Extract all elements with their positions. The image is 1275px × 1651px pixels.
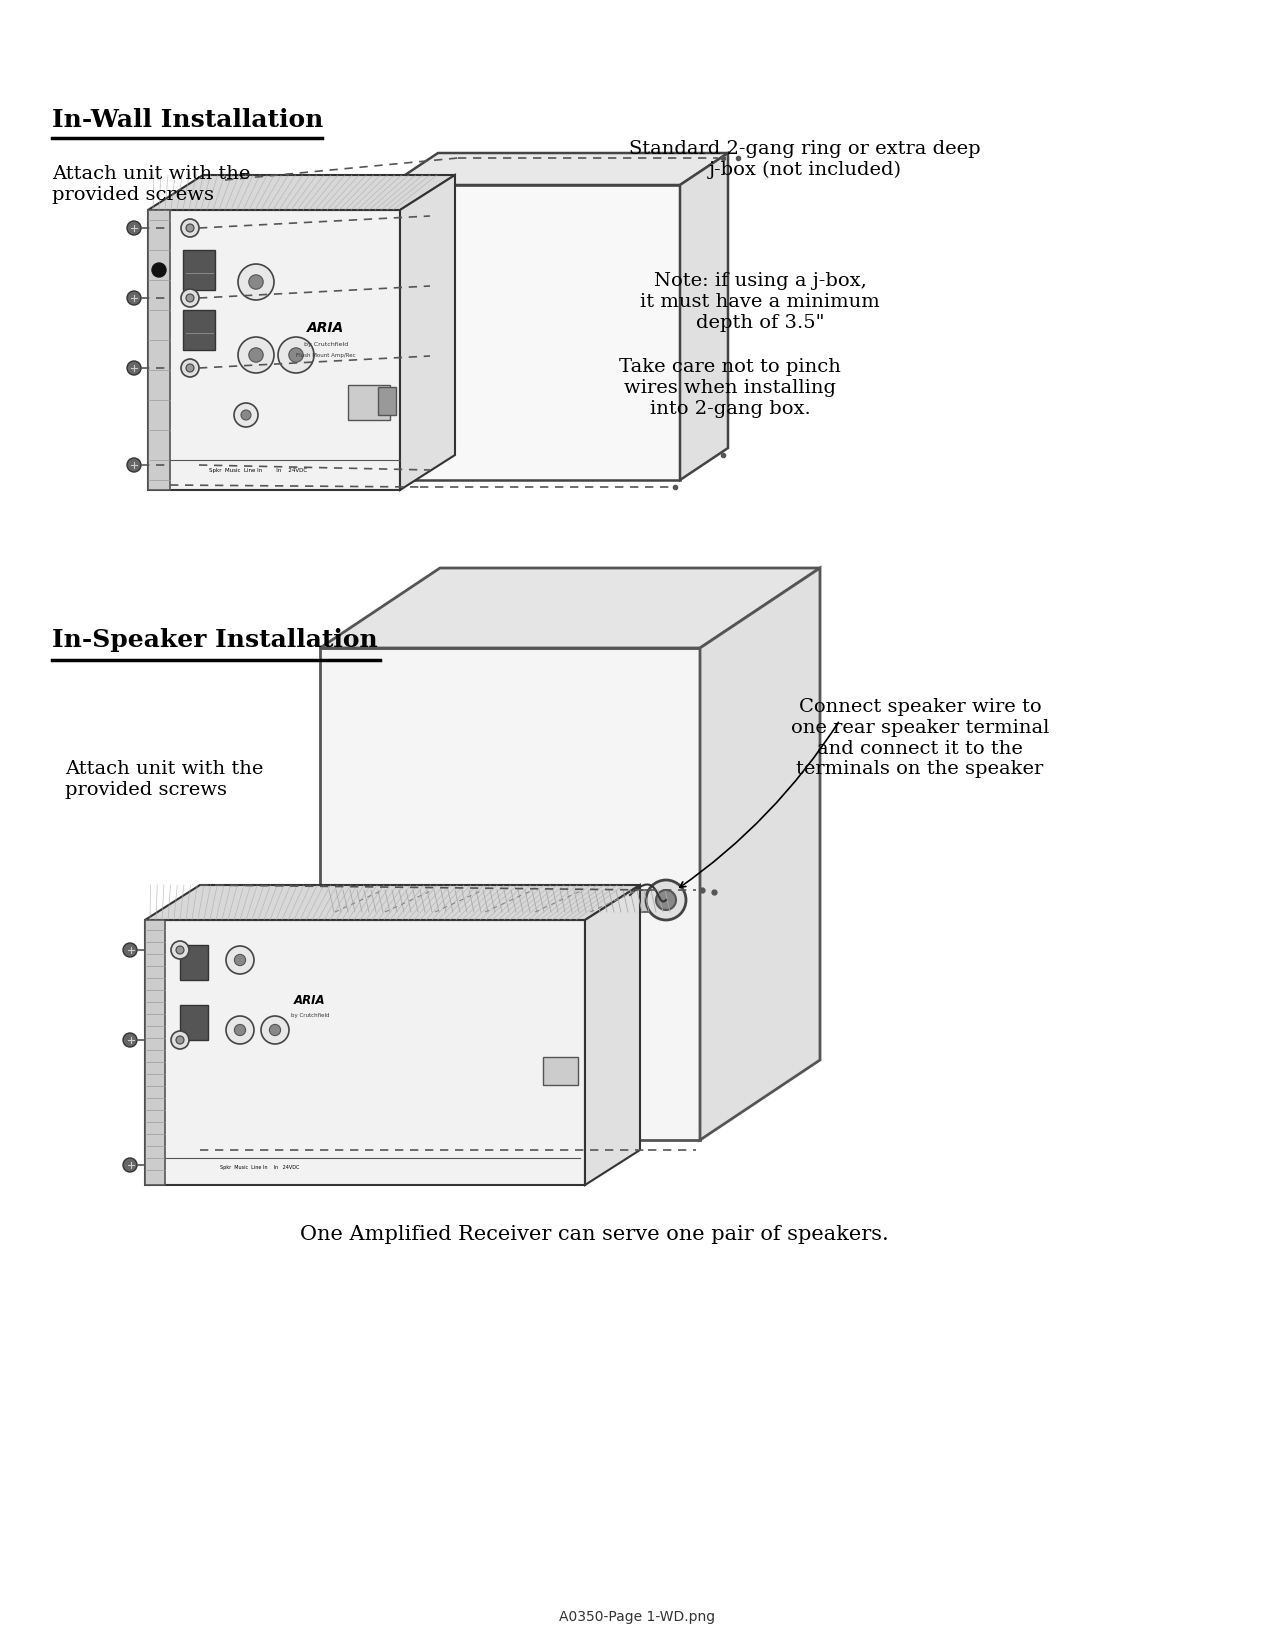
Circle shape bbox=[646, 880, 686, 920]
Polygon shape bbox=[145, 920, 164, 1185]
Polygon shape bbox=[145, 885, 640, 920]
FancyBboxPatch shape bbox=[184, 249, 215, 291]
FancyBboxPatch shape bbox=[543, 1057, 578, 1085]
Circle shape bbox=[289, 348, 303, 362]
Circle shape bbox=[152, 263, 166, 277]
Text: Attach unit with the
provided screws: Attach unit with the provided screws bbox=[65, 759, 264, 799]
Text: Note: if using a j-box,
it must have a minimum
depth of 3.5": Note: if using a j-box, it must have a m… bbox=[640, 272, 880, 332]
Circle shape bbox=[235, 403, 258, 428]
Text: Take care not to pinch
wires when installing
into 2-gang box.: Take care not to pinch wires when instal… bbox=[620, 358, 842, 418]
Polygon shape bbox=[148, 175, 455, 210]
Circle shape bbox=[181, 289, 199, 307]
FancyBboxPatch shape bbox=[348, 385, 390, 419]
Circle shape bbox=[128, 291, 142, 305]
Circle shape bbox=[171, 941, 189, 959]
Text: ARIA: ARIA bbox=[307, 320, 344, 335]
Polygon shape bbox=[148, 210, 170, 490]
Circle shape bbox=[249, 274, 263, 289]
FancyBboxPatch shape bbox=[377, 386, 397, 414]
Circle shape bbox=[186, 225, 194, 233]
Polygon shape bbox=[680, 154, 728, 480]
Circle shape bbox=[249, 348, 263, 362]
Circle shape bbox=[181, 358, 199, 376]
Circle shape bbox=[278, 337, 314, 373]
Circle shape bbox=[176, 946, 184, 954]
Circle shape bbox=[238, 337, 274, 373]
Polygon shape bbox=[148, 210, 400, 490]
Circle shape bbox=[122, 1157, 136, 1172]
Text: One Amplified Receiver can serve one pair of speakers.: One Amplified Receiver can serve one pai… bbox=[300, 1225, 889, 1243]
FancyBboxPatch shape bbox=[180, 944, 208, 981]
Circle shape bbox=[241, 409, 251, 419]
Circle shape bbox=[176, 1035, 184, 1043]
Circle shape bbox=[122, 943, 136, 958]
FancyBboxPatch shape bbox=[184, 310, 215, 350]
Text: A0350-Page 1-WD.png: A0350-Page 1-WD.png bbox=[558, 1610, 715, 1625]
Circle shape bbox=[186, 294, 194, 302]
Polygon shape bbox=[390, 154, 728, 185]
Text: by Crutchfield: by Crutchfield bbox=[291, 1012, 329, 1017]
Circle shape bbox=[128, 362, 142, 375]
Text: by Crutchfield: by Crutchfield bbox=[303, 342, 348, 347]
Text: Flush Mount Amp/Rec: Flush Mount Amp/Rec bbox=[296, 353, 356, 358]
Polygon shape bbox=[700, 568, 820, 1139]
FancyBboxPatch shape bbox=[180, 1005, 208, 1040]
Circle shape bbox=[171, 1030, 189, 1048]
Circle shape bbox=[657, 890, 676, 910]
Circle shape bbox=[235, 954, 246, 966]
Circle shape bbox=[226, 946, 254, 974]
Text: In-Speaker Installation: In-Speaker Installation bbox=[52, 627, 377, 652]
Polygon shape bbox=[400, 175, 455, 490]
Polygon shape bbox=[320, 647, 700, 1139]
Polygon shape bbox=[320, 568, 820, 647]
Text: Spkr  Music  Line In    In   24VDC: Spkr Music Line In In 24VDC bbox=[221, 1166, 300, 1171]
Circle shape bbox=[122, 1034, 136, 1047]
Circle shape bbox=[261, 1015, 289, 1043]
Text: Connect speaker wire to
one rear speaker terminal
and connect it to the
terminal: Connect speaker wire to one rear speaker… bbox=[790, 698, 1049, 778]
Circle shape bbox=[238, 264, 274, 300]
Text: Attach unit with the
provided screws: Attach unit with the provided screws bbox=[52, 165, 250, 203]
Circle shape bbox=[235, 1024, 246, 1035]
Circle shape bbox=[128, 221, 142, 234]
Polygon shape bbox=[145, 920, 585, 1185]
Polygon shape bbox=[325, 890, 672, 911]
Text: Standard 2-gang ring or extra deep
j-box (not included): Standard 2-gang ring or extra deep j-box… bbox=[629, 140, 980, 178]
Text: Spkr  Music  Line In        In    24VDC: Spkr Music Line In In 24VDC bbox=[209, 467, 307, 472]
Circle shape bbox=[226, 1015, 254, 1043]
Text: ARIA: ARIA bbox=[295, 994, 326, 1007]
Circle shape bbox=[128, 457, 142, 472]
Circle shape bbox=[186, 363, 194, 371]
Polygon shape bbox=[390, 185, 680, 480]
Polygon shape bbox=[585, 885, 640, 1185]
Circle shape bbox=[181, 220, 199, 238]
Circle shape bbox=[269, 1024, 280, 1035]
Text: In-Wall Installation: In-Wall Installation bbox=[52, 107, 324, 132]
